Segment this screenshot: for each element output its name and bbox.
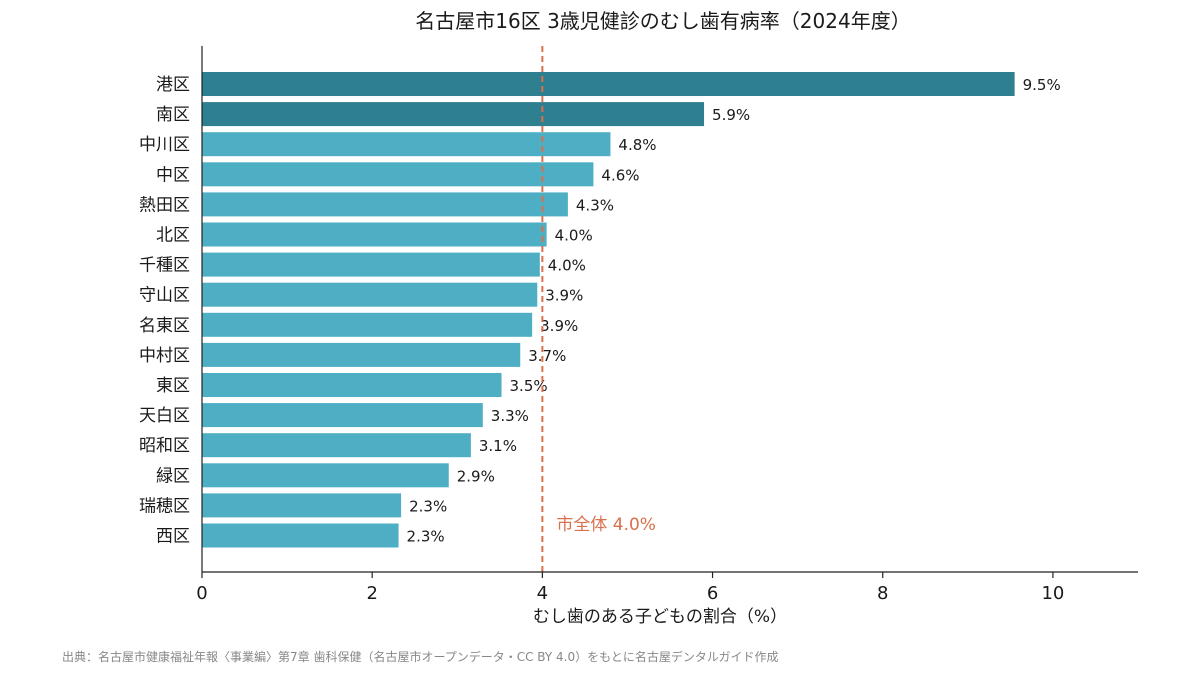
x-tick-label: 6 [707,583,718,604]
data-label: 2.3% [407,528,445,546]
bar [202,342,521,367]
data-label: 3.9% [540,317,578,335]
bar [202,102,705,127]
x-tick-label: 8 [877,583,888,604]
bar [202,523,399,548]
data-label: 3.9% [545,287,583,305]
category-label: 名東区 [139,316,190,336]
data-label: 9.5% [1023,76,1061,94]
data-label: 4.3% [576,196,614,214]
category-label: 緑区 [156,466,190,486]
category-label: 南区 [156,105,190,125]
category-label: 千種区 [139,256,190,276]
category-label: 中区 [156,165,190,185]
x-axis-label: むし歯のある子どもの割合（%） [533,607,787,627]
category-label: 瑞穂区 [139,496,190,516]
data-label: 2.9% [457,467,495,485]
data-label: 4.8% [618,136,656,154]
reference-label: 市全体 4.0% [556,515,656,535]
data-label: 4.0% [555,227,593,245]
bar [202,493,402,518]
bar [202,252,540,277]
bar [202,72,1015,96]
data-label: 4.0% [548,257,586,275]
bar [202,162,594,187]
bar [202,222,547,247]
plot-area: 港区 9.5% 南区 5.9% 中川区 4.8% 中区 4.6% 熱田区 4.3% 北区 4.0% 千種… [139,46,1138,627]
category-label: 熱田区 [139,195,190,215]
bar [202,132,611,157]
x-tick-label: 0 [196,583,207,604]
category-label: 中村区 [139,346,190,366]
bar [202,312,533,337]
bar [202,373,502,397]
data-label: 3.7% [528,347,566,365]
category-label: 港区 [156,75,190,95]
category-label: 守山区 [139,286,190,306]
data-label: 5.9% [712,106,750,124]
x-tick-label: 2 [366,583,377,604]
bar [202,192,568,217]
bar [202,433,471,458]
category-label: 北区 [156,226,190,246]
data-label: 4.6% [601,166,639,184]
category-label: 中川区 [139,135,190,155]
chart-title: 名古屋市16区 3歳児健診のむし歯有病率（2024年度） [415,9,910,33]
category-label: 天白区 [139,406,190,426]
bar [202,463,449,488]
data-label: 2.3% [409,497,447,515]
category-label: 昭和区 [139,436,190,456]
bar [202,403,483,428]
data-label: 3.3% [491,407,529,425]
x-tick-label: 4 [537,583,548,604]
bar [202,282,538,307]
data-label: 3.5% [510,377,548,395]
x-tick-label: 10 [1041,583,1064,604]
source-note: 出典：名古屋市健康福祉年報〈事業編〉第7章 歯科保健（名古屋市オープンデータ・C… [62,650,779,664]
data-label: 3.1% [479,437,517,455]
category-label: 西区 [156,527,190,547]
bar-chart: 名古屋市16区 3歳児健診のむし歯有病率（2024年度） 港区 9.5% 南区 5.9… [139,9,1138,627]
category-label: 東区 [156,376,190,396]
